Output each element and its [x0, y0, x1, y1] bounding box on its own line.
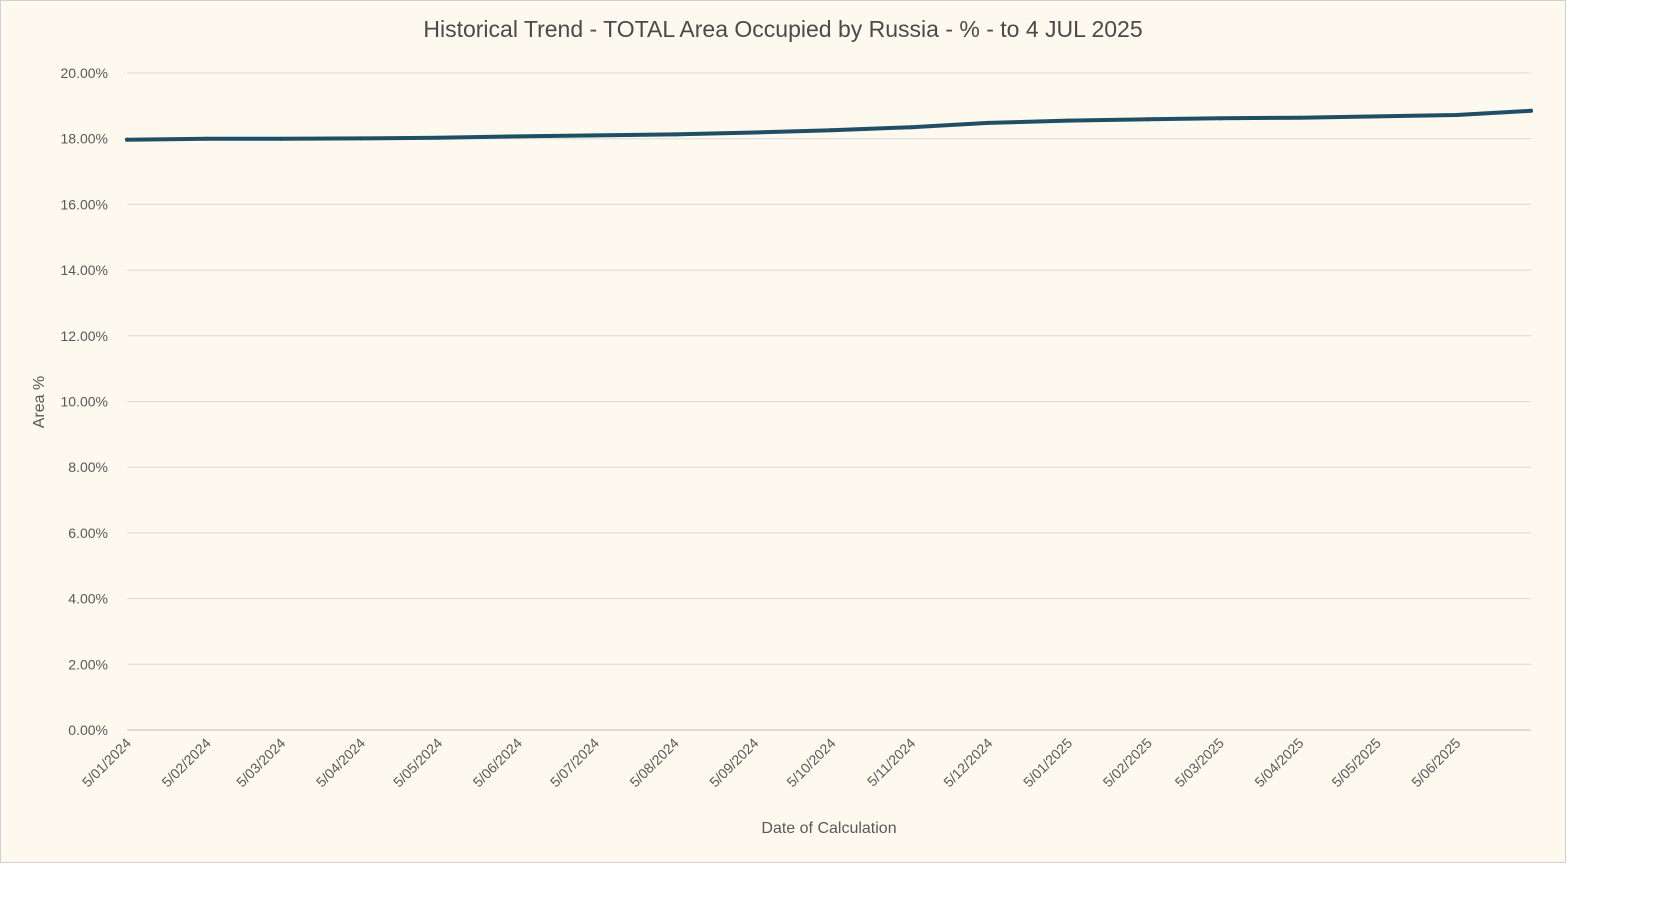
y-tick-label: 18.00% [61, 131, 108, 147]
x-tick-label: 5/02/2025 [1100, 735, 1156, 791]
chart-title: Historical Trend - TOTAL Area Occupied b… [423, 16, 1143, 42]
x-tick-label: 5/07/2024 [547, 735, 603, 791]
data-point [204, 136, 209, 141]
x-tick-label: 5/06/2025 [1408, 735, 1464, 791]
data-point [1454, 113, 1459, 118]
data-point [909, 125, 914, 130]
data-point [1066, 118, 1071, 123]
x-tick-label: 5/04/2024 [313, 735, 369, 791]
data-point [1529, 108, 1533, 113]
x-tick-label: 5/09/2024 [706, 735, 762, 791]
chart-frame [0, 0, 1566, 863]
y-tick-label: 16.00% [61, 196, 108, 212]
y-tick-label: 0.00% [68, 722, 108, 738]
x-tick-label: 5/04/2025 [1251, 735, 1307, 791]
x-tick-label: 5/05/2024 [390, 735, 446, 791]
x-tick-label: 5/05/2025 [1328, 735, 1384, 791]
data-point [1217, 116, 1222, 121]
x-tick-label: 5/01/2025 [1020, 735, 1076, 791]
x-axis-title: Date of Calculation [761, 820, 896, 837]
y-tick-label: 6.00% [68, 525, 108, 541]
data-point [1374, 114, 1379, 119]
x-tick-label: 5/10/2024 [783, 735, 839, 791]
data-point [752, 130, 757, 135]
y-axis-title: Area % [31, 376, 48, 428]
data-point [436, 135, 441, 140]
data-point [986, 120, 991, 125]
data-point [125, 137, 129, 142]
data-point [593, 133, 597, 138]
y-tick-label: 8.00% [68, 459, 108, 475]
y-tick-label: 10.00% [61, 394, 108, 410]
data-point [672, 132, 677, 137]
data-point [829, 128, 834, 133]
y-tick-label: 4.00% [68, 591, 108, 607]
y-tick-label: 12.00% [61, 328, 108, 344]
data-point [279, 136, 284, 141]
x-tick-label: 5/02/2024 [158, 735, 214, 791]
line-chart: 0.00% 2.00% 4.00% 6.00% 8.00% 10.00% 12.00% 14.… [31, 65, 1533, 837]
x-tick-label: 5/03/2024 [233, 735, 289, 791]
x-tick-label: 5/08/2024 [626, 735, 682, 791]
y-tick-label: 14.00% [61, 262, 108, 278]
y-tick-label: 20.00% [61, 65, 108, 81]
data-point [1297, 115, 1302, 120]
x-tick-label: 5/06/2024 [470, 735, 526, 791]
x-tick-label: 5/01/2024 [79, 735, 135, 791]
y-tick-label: 2.00% [68, 656, 108, 672]
x-tick-label: 5/12/2024 [940, 735, 996, 791]
x-tick-label: 5/03/2025 [1172, 735, 1228, 791]
series-line [125, 108, 1533, 142]
x-tick-label: 5/11/2024 [864, 735, 919, 790]
data-point [515, 134, 520, 139]
data-point [359, 136, 363, 141]
data-point [1145, 117, 1150, 122]
